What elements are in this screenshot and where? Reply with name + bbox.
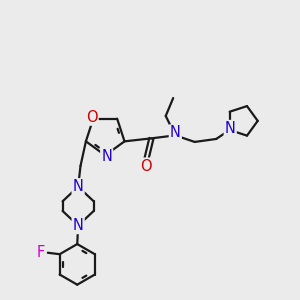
Text: N: N [170,125,181,140]
Text: O: O [86,110,98,124]
Text: N: N [101,149,112,164]
Text: O: O [140,159,152,174]
Text: F: F [37,245,45,260]
Text: N: N [73,179,84,194]
Text: N: N [73,218,84,233]
Text: N: N [225,121,236,136]
